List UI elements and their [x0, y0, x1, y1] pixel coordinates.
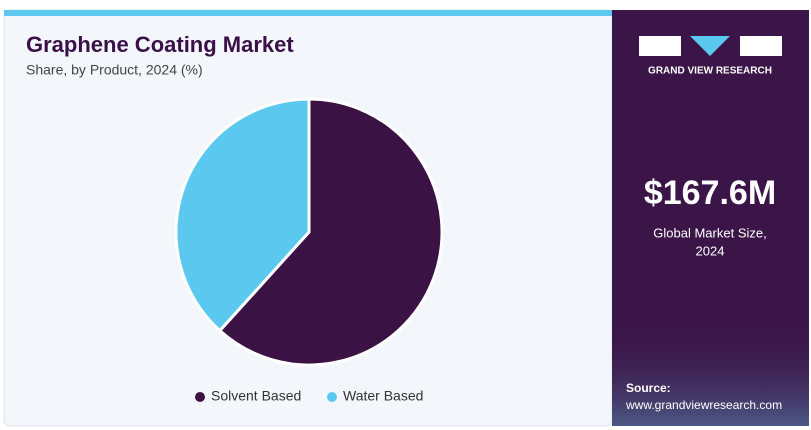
legend-swatch: [327, 392, 337, 402]
market-label: 2024: [696, 243, 725, 258]
chart-title: Graphene Coating Market: [26, 32, 294, 57]
pie-slice: [174, 97, 311, 333]
pie-slice: [217, 97, 444, 367]
source-url: www.grandviewresearch.com: [625, 398, 782, 412]
source-label: Source:: [626, 381, 671, 395]
accent-bar: [4, 10, 612, 16]
chart-subtitle: Share, by Product, 2024 (%): [26, 62, 203, 78]
legend-label: Solvent Based: [211, 388, 301, 404]
brand-name: GRAND VIEW RESEARCH: [648, 66, 772, 77]
logo: [639, 36, 782, 56]
market-size: $167.6M: [644, 174, 776, 212]
legend-label: Water Based: [343, 388, 423, 404]
panel-fade: [612, 320, 809, 426]
market-label: Global Market Size,: [653, 225, 766, 240]
legend-swatch: [195, 392, 205, 402]
